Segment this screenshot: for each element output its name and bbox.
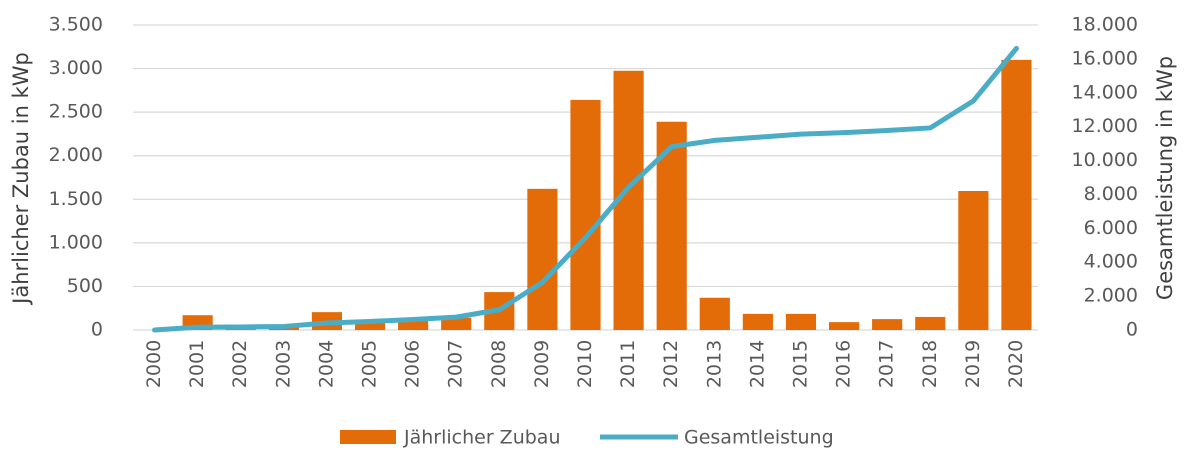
x-tick-label: 2005 xyxy=(359,340,381,388)
bar xyxy=(656,121,687,330)
bar xyxy=(225,329,256,330)
legend-label: Jährlicher Zubau xyxy=(403,427,561,449)
bar xyxy=(570,99,601,330)
y2-tick-label: 4.000 xyxy=(1084,251,1138,273)
x-tick-label: 2000 xyxy=(143,340,165,388)
y-tick-label: 2.500 xyxy=(49,101,103,123)
y2-tick-label: 16.000 xyxy=(1072,47,1138,69)
x-tick-label: 2012 xyxy=(660,340,682,388)
x-tick-label: 2014 xyxy=(746,340,768,388)
bar xyxy=(354,322,386,330)
y-axis-title: Jährlicher Zubau in kWp xyxy=(9,52,33,306)
x-tick-label: 2002 xyxy=(229,340,251,388)
bar xyxy=(958,191,989,330)
x-tick-label: 2018 xyxy=(919,340,941,388)
x-tick-label: 2013 xyxy=(703,340,725,388)
legend-swatch xyxy=(340,430,396,444)
x-tick-label: 2001 xyxy=(186,340,208,388)
bar xyxy=(915,316,946,330)
x-tick-label: 2019 xyxy=(962,340,984,388)
x-tick-label: 2020 xyxy=(1005,340,1027,388)
x-tick-label: 2016 xyxy=(833,340,855,388)
y2-axis-title: Gesamtleistung in kWp xyxy=(1153,56,1177,300)
y-tick-label: 3.500 xyxy=(49,14,103,36)
bar xyxy=(742,313,773,330)
y-tick-label: 3.000 xyxy=(49,57,103,79)
line xyxy=(152,45,1019,333)
y2-tick-label: 8.000 xyxy=(1084,183,1138,205)
y2-tick-label: 12.000 xyxy=(1072,115,1138,137)
bar xyxy=(398,319,429,330)
y-tick-label: 1.500 xyxy=(49,188,103,210)
y2-tick-label: 2.000 xyxy=(1084,285,1138,307)
x-tick-label: 2015 xyxy=(789,340,811,388)
legend-label: Gesamtleistung xyxy=(684,427,834,449)
y-tick-label: 1.000 xyxy=(49,231,103,253)
y2-tick-label: 10.000 xyxy=(1072,149,1138,171)
x-tick-label: 2004 xyxy=(315,340,337,388)
bar xyxy=(872,319,903,330)
x-tick-label: 2010 xyxy=(574,340,596,388)
bar xyxy=(699,297,730,330)
bar xyxy=(527,188,558,330)
x-tick-label: 2017 xyxy=(876,340,898,388)
x-tick-label: 2006 xyxy=(402,340,424,388)
x-tick-label: 2007 xyxy=(445,340,467,388)
bar xyxy=(441,317,472,330)
bar xyxy=(828,322,860,330)
y2-tick-label: 6.000 xyxy=(1084,217,1138,239)
y-tick-label: 500 xyxy=(67,275,103,297)
x-tick-label: 2009 xyxy=(531,340,553,388)
bar xyxy=(1001,59,1032,330)
y2-tick-label: 18.000 xyxy=(1072,14,1138,36)
y2-tick-label: 14.000 xyxy=(1072,81,1138,103)
y-tick-label: 0 xyxy=(91,319,103,341)
x-tick-label: 2008 xyxy=(488,340,510,388)
bar xyxy=(785,313,817,330)
y2-tick-label: 0 xyxy=(1126,319,1138,341)
y-tick-label: 2.000 xyxy=(49,144,103,166)
x-tick-label: 2011 xyxy=(617,340,639,388)
x-tick-label: 2003 xyxy=(272,340,294,388)
